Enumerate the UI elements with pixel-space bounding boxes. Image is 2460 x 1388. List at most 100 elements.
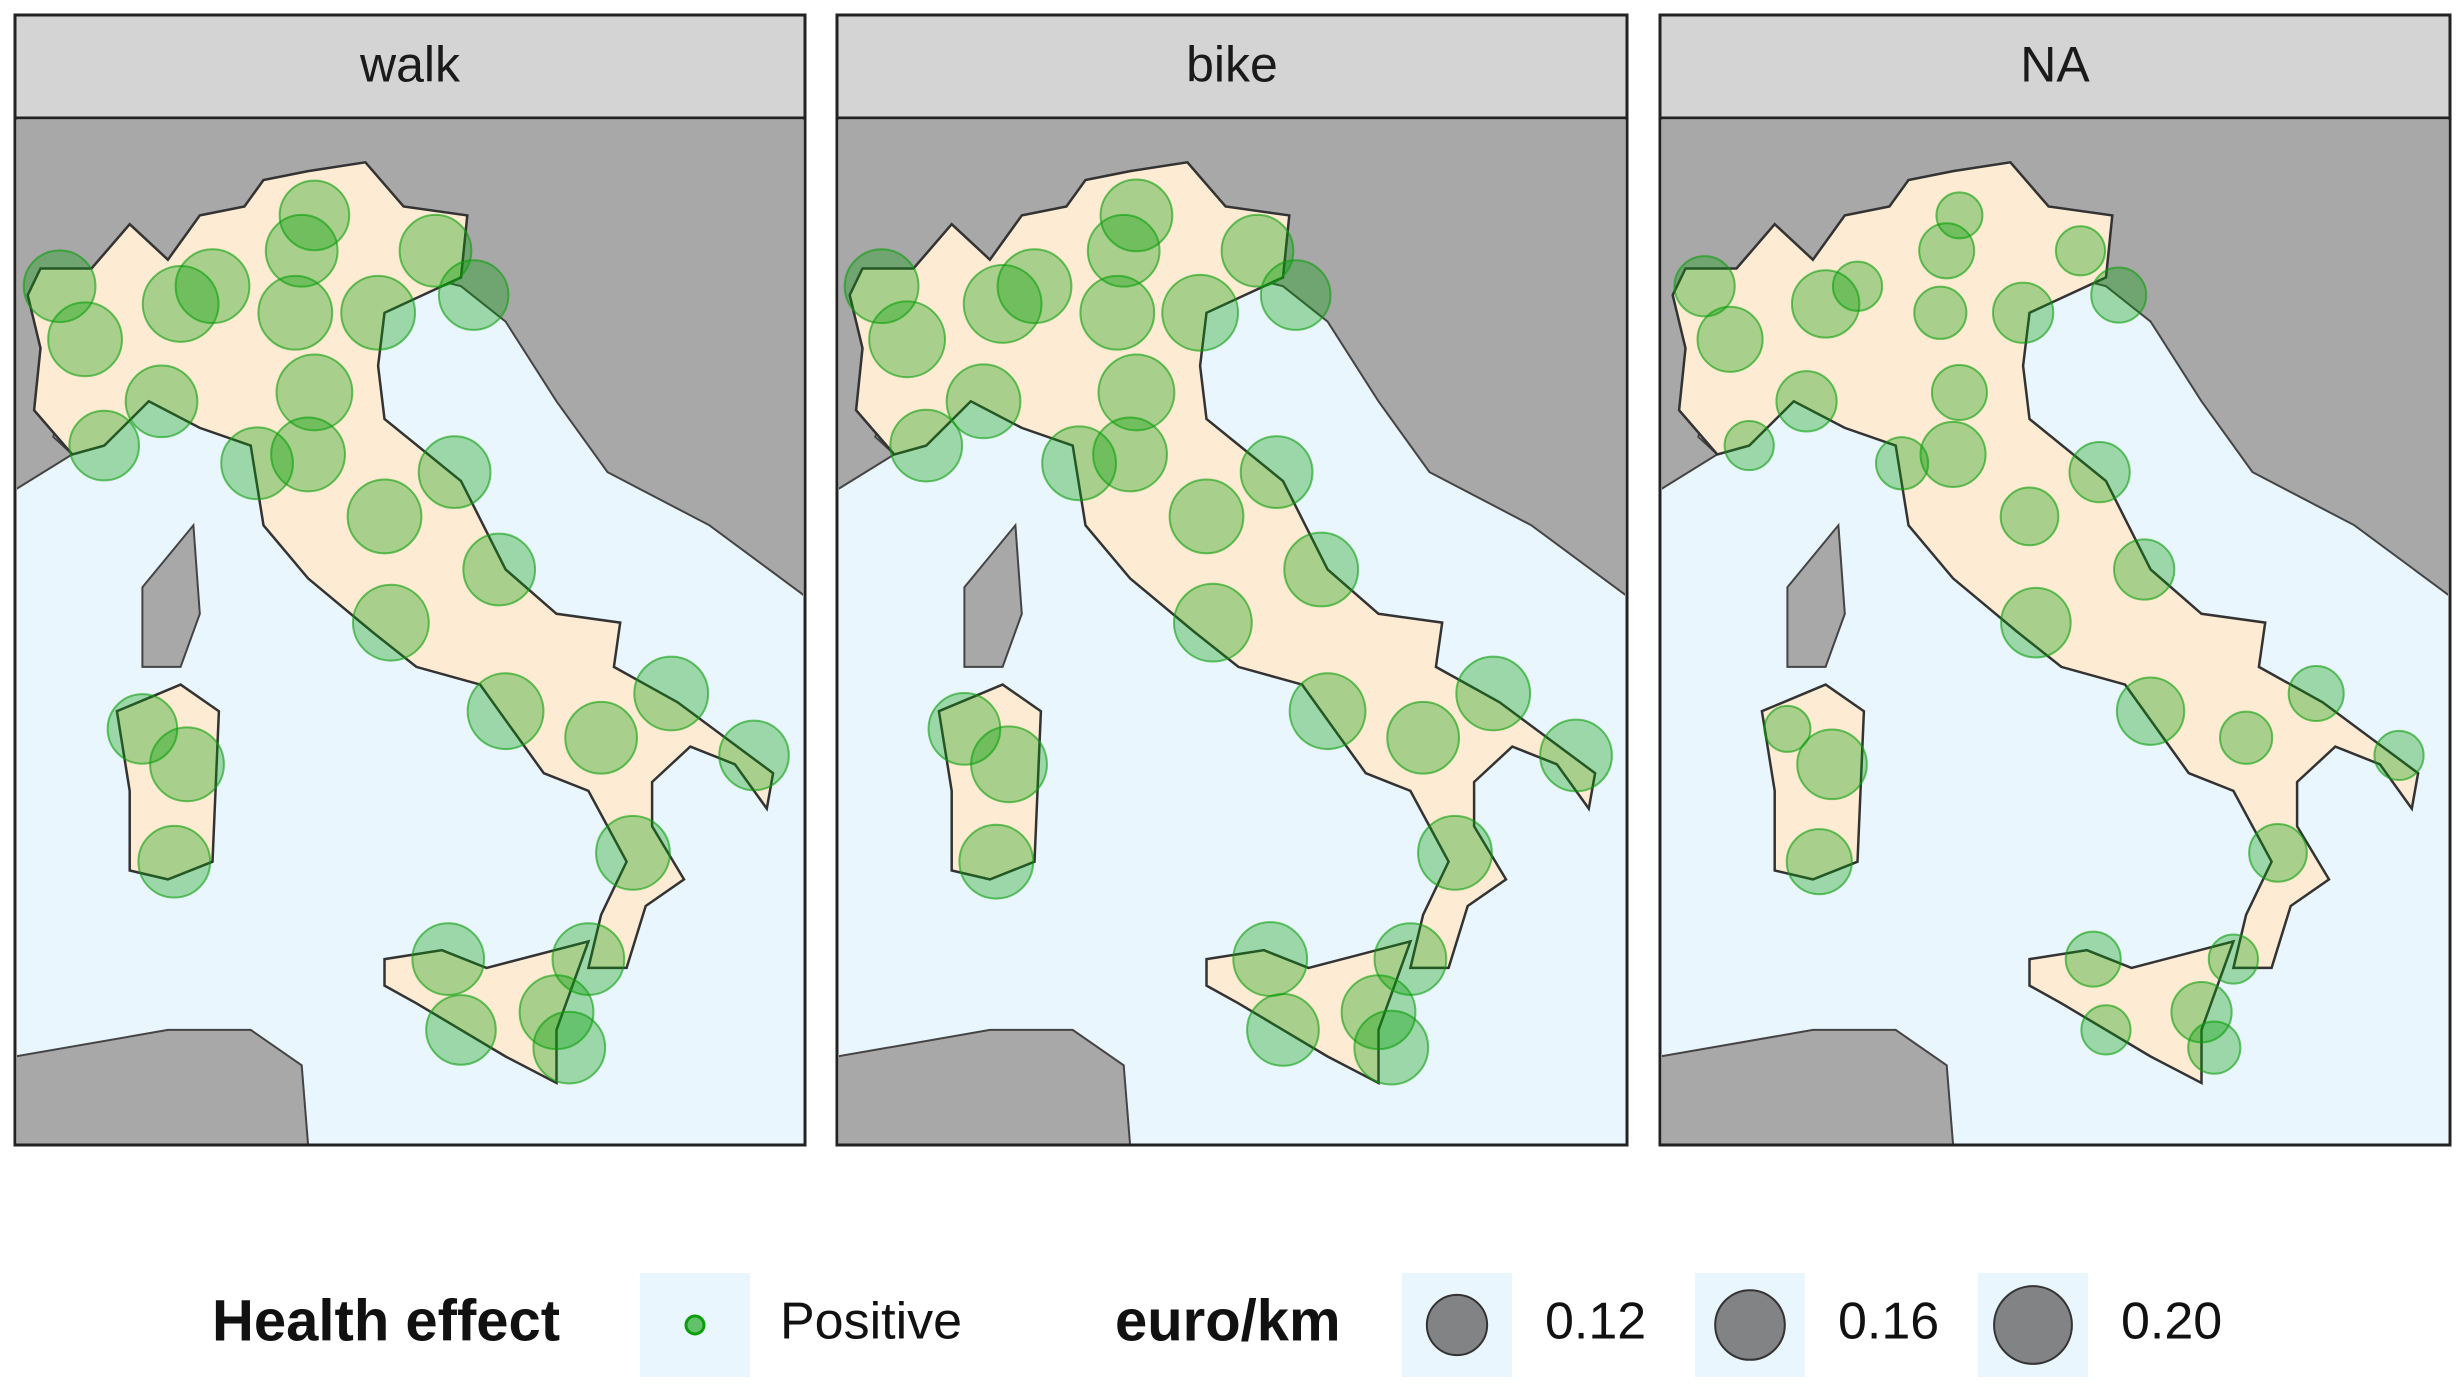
strip-label: bike [1186, 37, 1278, 93]
strip [13, 13, 807, 120]
bubble [1919, 420, 1987, 488]
bubble [1918, 222, 1976, 280]
bubble [411, 922, 486, 996]
legend-label: 0.16 [1838, 1293, 1939, 1351]
bubble [1246, 993, 1320, 1067]
bubble [2373, 729, 2425, 782]
bubble [174, 248, 251, 325]
bubble [1913, 285, 1968, 340]
legend-label: 0.12 [1545, 1293, 1646, 1351]
bubble [351, 583, 430, 662]
bubble [1930, 363, 1988, 421]
bubble [970, 725, 1048, 804]
bubble [137, 824, 212, 899]
neighbor-land [963, 522, 1023, 668]
bubble [149, 726, 225, 803]
bubble [1539, 718, 1613, 793]
bubble [1283, 531, 1360, 608]
bubble [1999, 486, 2060, 547]
bubble [1790, 269, 1861, 339]
bubble [1161, 273, 1240, 352]
bubble [1386, 700, 1461, 775]
strip-label: walk [359, 37, 461, 93]
bubble [275, 353, 354, 432]
bubble [220, 426, 294, 501]
map [1662, 120, 2448, 1144]
italy-region [2028, 939, 2236, 1086]
bubble [1763, 704, 1812, 753]
bubble [1775, 370, 1838, 433]
panel: walk [13, 13, 807, 1147]
bubble [417, 435, 492, 510]
neighbor-land [141, 522, 201, 668]
strip [835, 13, 1629, 120]
bubble [1232, 921, 1309, 997]
bubble [1673, 255, 1736, 318]
map [17, 120, 803, 1144]
bubble [437, 259, 510, 331]
bubble [1785, 828, 1853, 896]
bubble [1455, 655, 1532, 732]
bubble [1172, 582, 1253, 663]
bubble [257, 274, 334, 351]
bubble [633, 655, 710, 732]
bubble [462, 532, 537, 607]
bubble [945, 363, 1022, 440]
legend-dot [684, 1314, 706, 1336]
legend: Health effect Positive euro/km 0.12 0.16 0.20 [212, 1273, 2222, 1377]
bubble [1259, 259, 1332, 331]
bubble [124, 364, 199, 439]
bubble [1831, 260, 1884, 312]
bubble [1935, 191, 1984, 240]
bubble [868, 300, 947, 379]
bubble [2248, 822, 2308, 883]
bubble [1992, 281, 2055, 344]
bubble [270, 416, 346, 493]
panel: NA [1658, 13, 2452, 1147]
legend-bubble [1714, 1289, 1786, 1361]
bubble [2068, 441, 2131, 504]
bubble [1097, 353, 1176, 432]
italy-region [1760, 683, 1866, 881]
bubble [1079, 274, 1156, 351]
bubble [2287, 664, 2345, 722]
legend-title: Health effect [212, 1288, 560, 1353]
bubble [398, 213, 473, 288]
bubble [1353, 1009, 1430, 1086]
bubble [1099, 178, 1174, 253]
bubble [1696, 305, 1764, 373]
bubble [2000, 586, 2072, 659]
bubble [2113, 538, 2176, 601]
bubble [1168, 478, 1245, 555]
map [839, 120, 1625, 1144]
bubble [2064, 930, 2122, 988]
legend-label: Positive [780, 1293, 962, 1351]
bubble [346, 478, 423, 555]
italy-region [848, 160, 1597, 970]
bubble [466, 672, 545, 751]
bubble [1092, 416, 1168, 493]
legend-bubble [1993, 1285, 2073, 1365]
bubble [2054, 225, 2107, 277]
bubble [1874, 436, 1930, 491]
neighbor-land [839, 1028, 1132, 1144]
bubble [1417, 814, 1493, 891]
bubble [532, 1010, 607, 1085]
bubble [1220, 213, 1295, 288]
bubble [340, 274, 417, 351]
neighbor-land [1786, 522, 1846, 668]
bubble [22, 249, 97, 324]
bubble [843, 248, 920, 325]
legend-bubble [1425, 1293, 1489, 1357]
panel-border [835, 116, 1629, 1147]
panel-border [13, 116, 807, 1147]
bubble [718, 719, 790, 792]
bubble [996, 248, 1073, 325]
bubble [2170, 981, 2233, 1044]
bubble [595, 814, 671, 891]
bubble [564, 700, 639, 775]
bubble [1796, 728, 1868, 801]
bubble [2207, 933, 2259, 985]
italy-region [1205, 939, 1413, 1086]
